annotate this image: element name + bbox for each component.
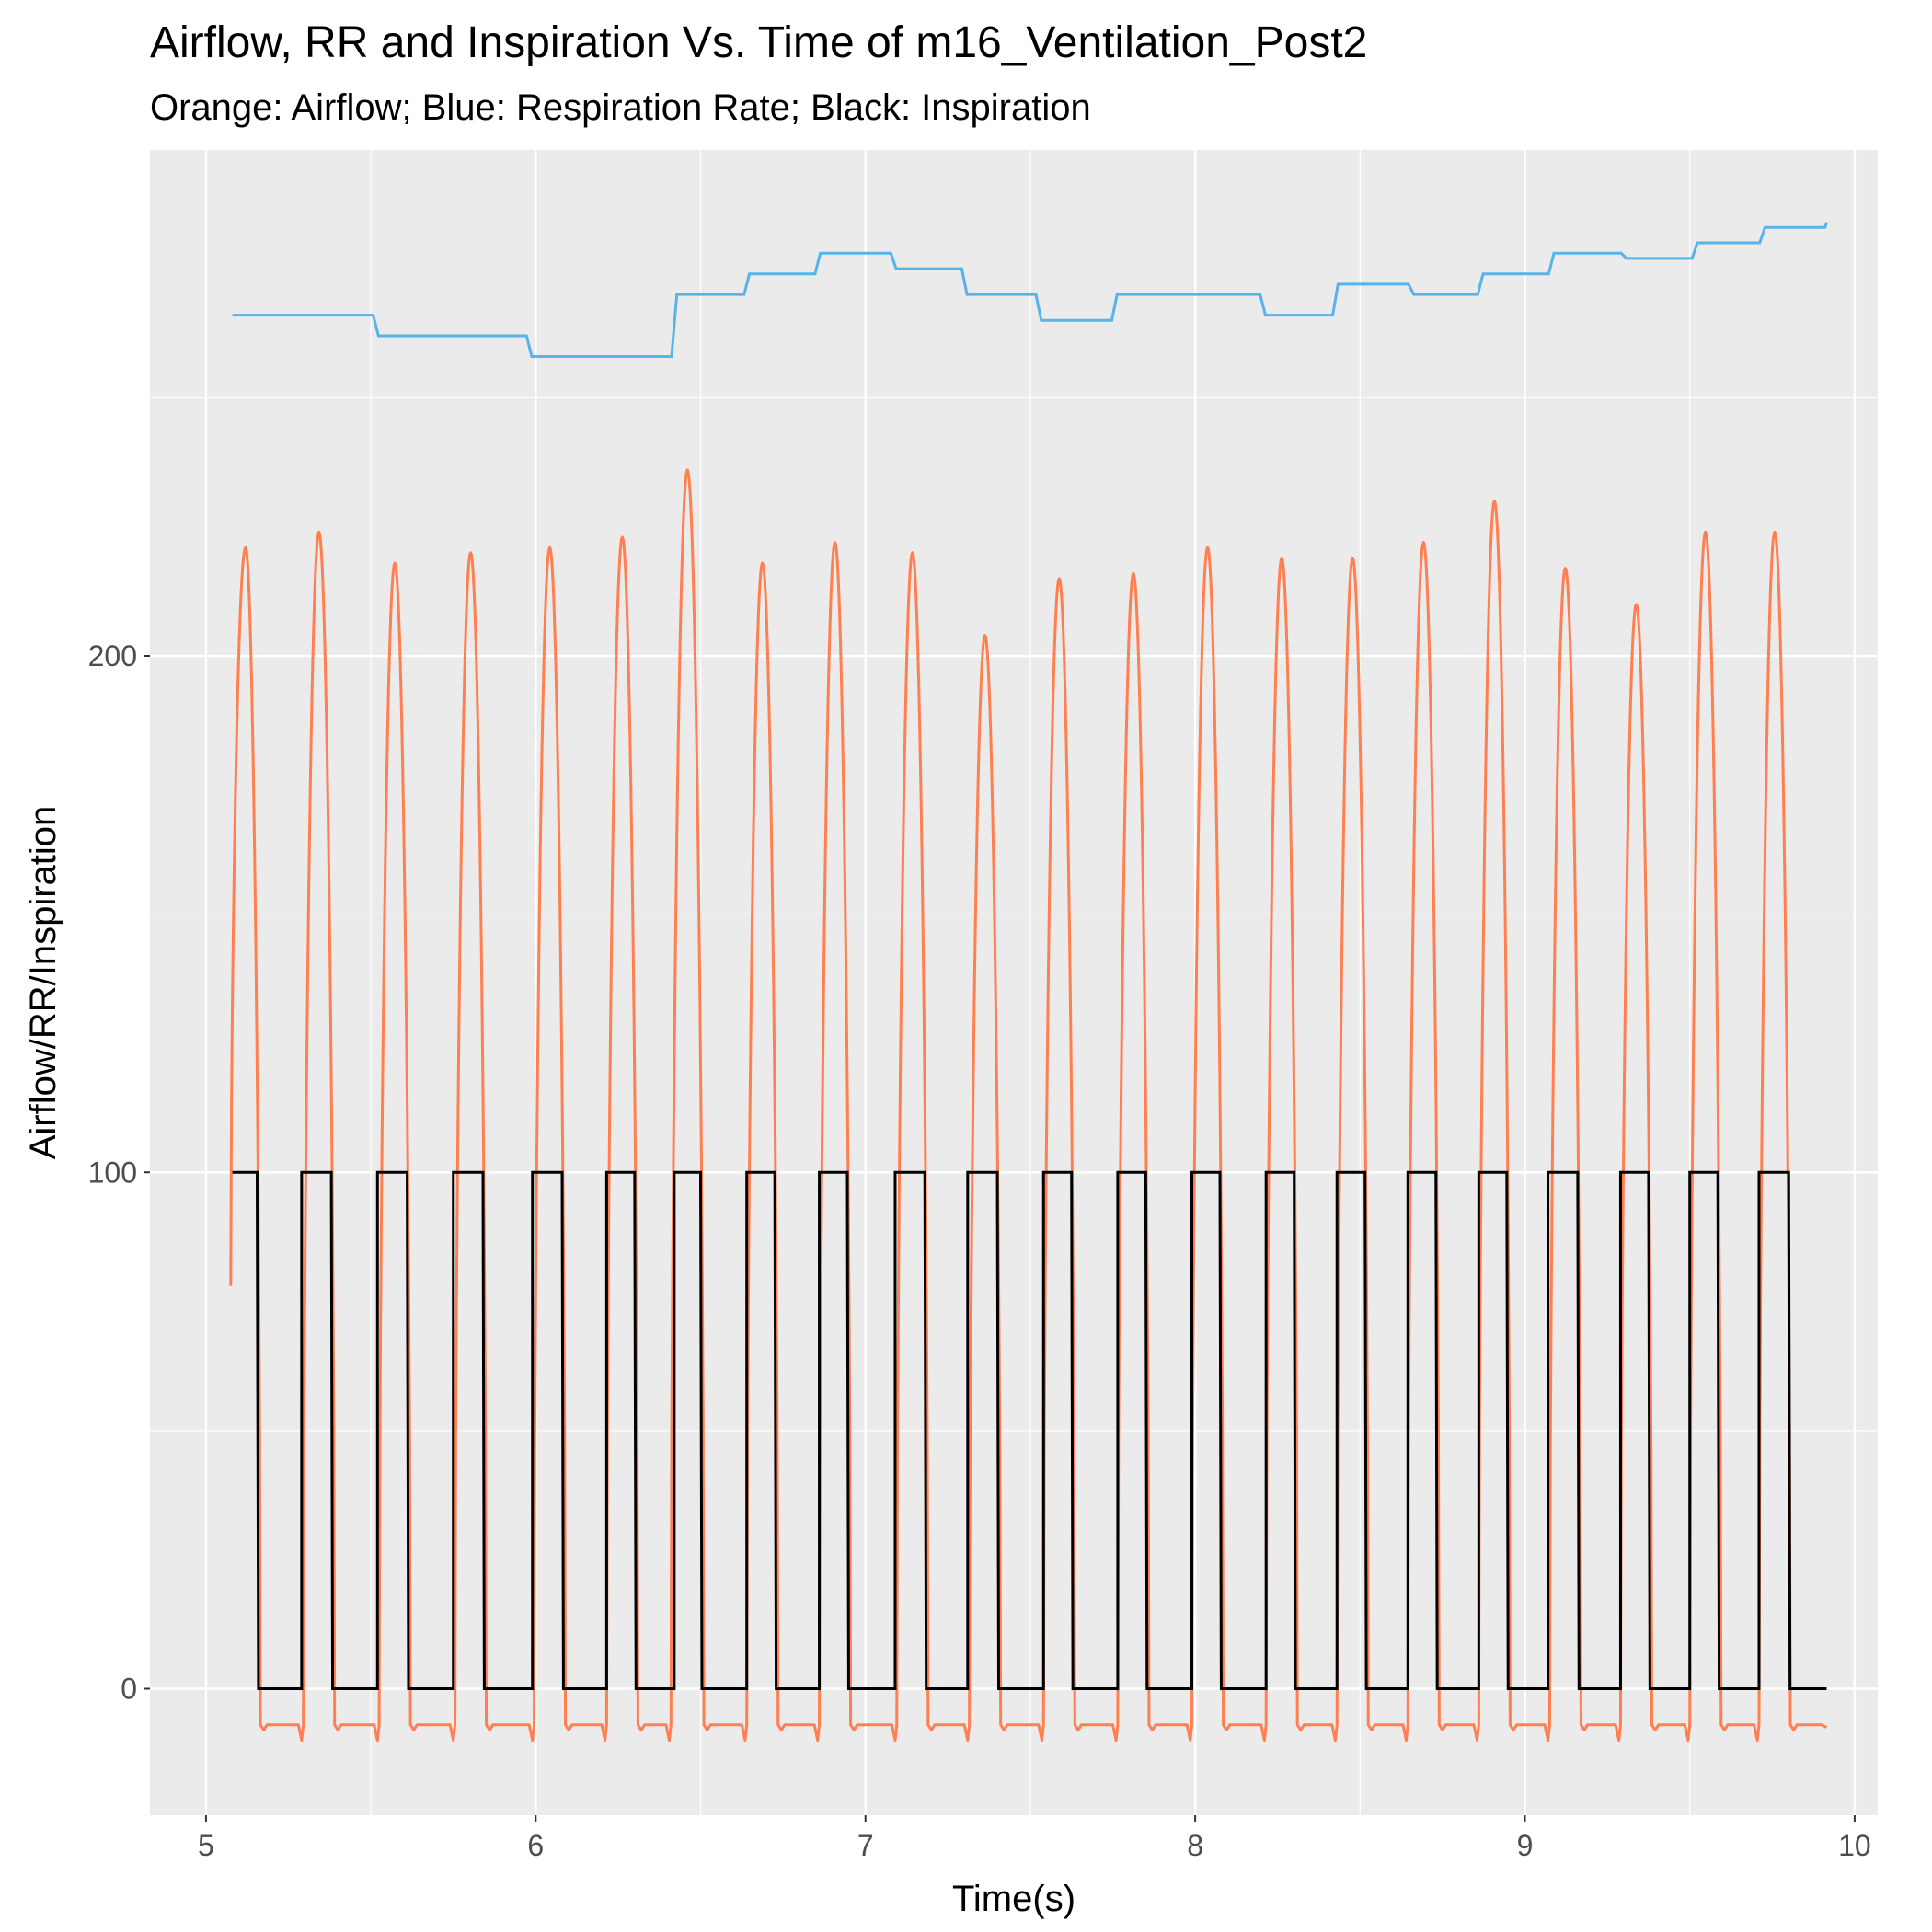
minor-grid [150, 150, 1878, 1815]
inspiration-line [232, 1170, 1827, 1690]
chart-title: Airflow, RR and Inspiration Vs. Time of … [150, 18, 1367, 67]
y-tick-label: 100 [88, 1156, 137, 1189]
x-tick-label: 7 [857, 1829, 874, 1862]
x-axis: 5 6 7 8 9 10 [198, 1815, 1871, 1862]
y-axis: 0 100 200 [88, 639, 150, 1705]
y-tick-label: 200 [88, 639, 137, 673]
y-tick-label: 0 [121, 1672, 137, 1705]
series-layer [229, 222, 1828, 1742]
chart-subtitle: Orange: Airflow; Blue: Respiration Rate;… [150, 87, 1091, 128]
respiration-rate-line [232, 222, 1828, 358]
x-tick-label: 5 [198, 1829, 214, 1862]
x-tick-label: 9 [1517, 1829, 1534, 1862]
y-axis-title: Airflow/RR/Inspiration [23, 806, 63, 1160]
x-tick-label: 6 [527, 1829, 544, 1862]
x-tick-label: 8 [1187, 1829, 1203, 1862]
x-axis-title: Time(s) [952, 1879, 1075, 1919]
plot-panel [150, 150, 1878, 1815]
airflow-line [229, 468, 1828, 1742]
x-tick-label: 10 [1838, 1829, 1871, 1862]
